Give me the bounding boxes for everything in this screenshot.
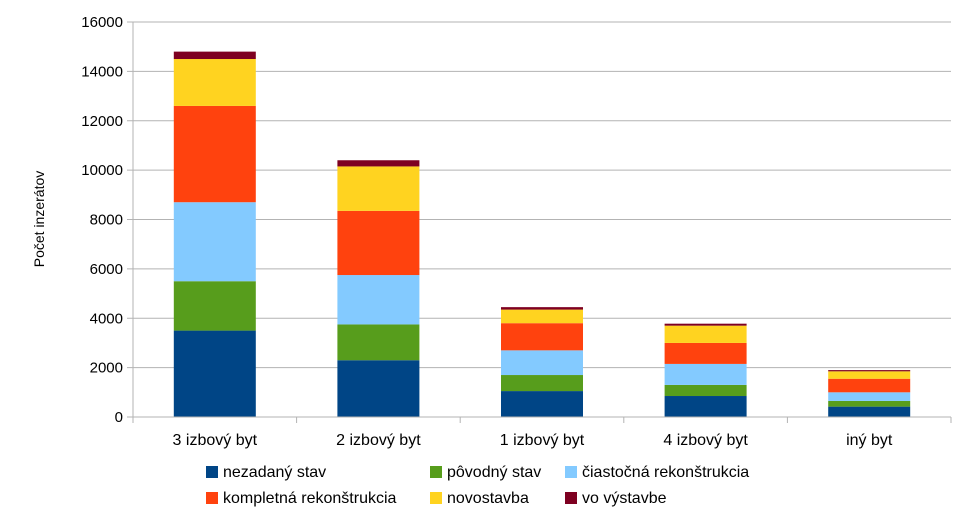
legend: nezadaný stav pôvodný stav čiastočná rekon…	[206, 464, 749, 507]
bar-segment	[828, 406, 911, 417]
y-axis-title: Počet inzerátov	[31, 171, 47, 268]
bar-segment	[828, 392, 911, 401]
legend-label: čiastočná rekonštrukcia	[582, 464, 749, 481]
bar-segment	[173, 281, 256, 331]
bars	[173, 51, 911, 417]
bar-segment	[173, 105, 256, 203]
legend-swatch	[565, 492, 577, 504]
x-category-label: 2 izbový byt	[336, 432, 421, 449]
bar-segment	[337, 324, 420, 361]
bar-segment	[501, 350, 583, 376]
x-category-label: iný byt	[846, 432, 893, 449]
y-tick-label: 12000	[81, 113, 123, 130]
bar-segment	[337, 275, 420, 325]
bar-segment	[337, 360, 420, 417]
legend-swatch	[206, 466, 218, 478]
bar-segment	[664, 363, 747, 385]
x-category-label: 3 izbový byt	[173, 432, 258, 449]
bar-segment	[828, 370, 911, 372]
gridlines	[127, 21, 951, 418]
y-tick-label: 2000	[90, 360, 123, 377]
legend-swatch	[206, 492, 218, 504]
bar-segment	[173, 202, 256, 282]
y-tick-labels: 0 2000 4000 6000 8000 10000 12000 14000 16000	[81, 14, 123, 426]
bar-segment	[664, 396, 747, 417]
y-tick-label: 0	[115, 409, 123, 426]
bar-segment	[173, 330, 256, 417]
bar-segment	[337, 160, 420, 167]
bar-segment	[664, 325, 747, 343]
bar-segment	[173, 59, 256, 106]
legend-label: nezadaný stav	[223, 464, 326, 481]
bar-segment	[828, 378, 911, 393]
bar-segment	[501, 391, 583, 417]
y-tick-label: 10000	[81, 162, 123, 179]
bar-segment	[337, 166, 420, 211]
bar-segment	[664, 323, 747, 326]
bar-segment	[501, 375, 583, 392]
legend-label: kompletná rekonštrukcia	[223, 490, 397, 507]
y-tick-label: 4000	[90, 310, 123, 327]
x-category-label: 4 izbový byt	[663, 432, 748, 449]
bar-segment	[337, 210, 420, 276]
legend-label: pôvodný stav	[447, 464, 541, 481]
legend-label: vo výstavbe	[582, 490, 667, 507]
legend-swatch	[430, 492, 442, 504]
x-category-labels: 3 izbový byt 2 izbový byt 1 izbový byt 4 iz…	[173, 432, 893, 449]
bar-segment	[501, 309, 583, 324]
bar-segment	[664, 384, 747, 397]
bar-segment	[828, 400, 911, 407]
y-tick-label: 8000	[90, 212, 123, 229]
y-tick-label: 14000	[81, 63, 123, 80]
legend-swatch	[430, 466, 442, 478]
x-category-label: 1 izbový byt	[500, 432, 585, 449]
bar-segment	[828, 371, 911, 379]
bar-segment	[664, 342, 747, 364]
legend-swatch	[565, 466, 577, 478]
bar-segment	[501, 323, 583, 351]
y-tick-label: 6000	[90, 261, 123, 278]
y-tick-label: 16000	[81, 14, 123, 31]
bar-segment	[501, 307, 583, 310]
axes	[132, 22, 952, 423]
legend-label: novostavba	[447, 490, 529, 507]
bar-segment	[173, 51, 256, 60]
